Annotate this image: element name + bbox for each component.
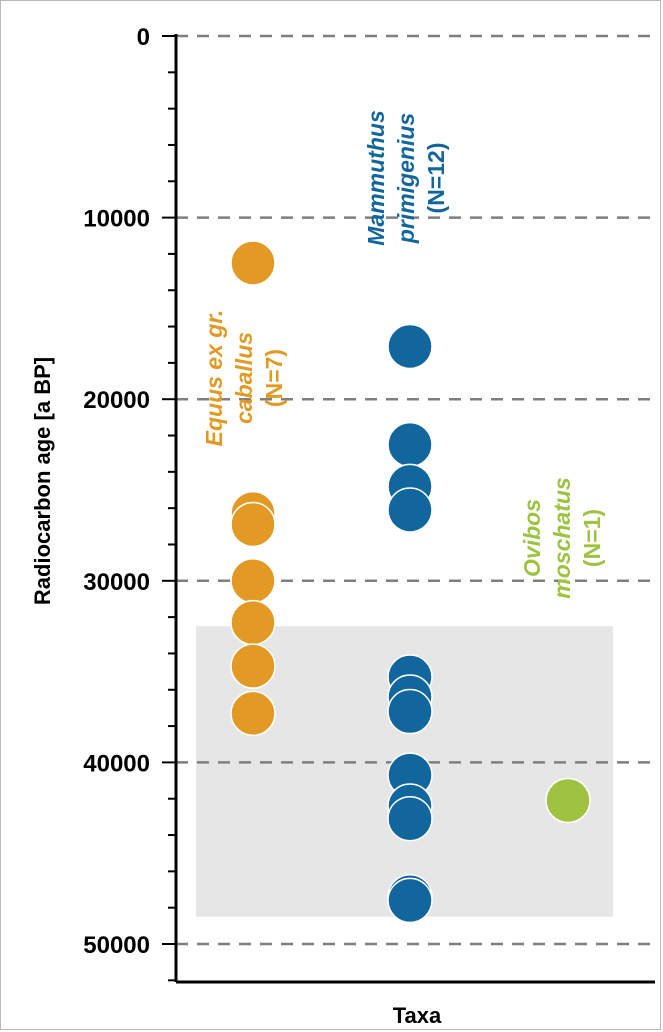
y-tick-label: 20000	[83, 387, 150, 414]
series-label-line: (N=1)	[579, 509, 605, 567]
series-label-line: primigenius	[393, 113, 419, 244]
series-label-line: (N=7)	[261, 349, 287, 407]
series-label-line: moschatus	[549, 477, 575, 598]
y-tick-label: 40000	[83, 750, 150, 777]
data-point	[388, 488, 432, 532]
series-label-group: Mammuthus primigenius (N=12)	[363, 110, 449, 245]
data-point	[388, 325, 432, 369]
data-point	[388, 797, 432, 841]
y-axis-ticks: 0 10000 20000 30000 40000 50000	[83, 24, 176, 980]
series-label-line: Equus ex gr.	[201, 310, 227, 447]
data-point	[231, 503, 275, 547]
series-label-line: Ovibos	[519, 499, 545, 577]
y-tick-label: 0	[137, 24, 150, 51]
y-tick-label: 10000	[83, 206, 150, 233]
series-label-line: Mammuthus	[363, 110, 389, 245]
data-point	[231, 691, 275, 735]
data-point	[231, 644, 275, 688]
y-tick-label: 50000	[83, 932, 150, 959]
series-label-line: caballus	[231, 332, 257, 424]
series-label-group: Ovibos moschatus (N=1)	[519, 477, 605, 598]
series-label-line: (N=12)	[423, 143, 449, 214]
y-tick-label: 30000	[83, 569, 150, 596]
data-point	[388, 878, 432, 922]
data-point	[546, 779, 590, 823]
data-point	[388, 690, 432, 734]
x-axis-title: Taxa	[393, 1003, 442, 1028]
y-axis-title: Radiocarbon age [a BP]	[30, 357, 55, 605]
data-point	[231, 241, 275, 285]
data-point	[231, 601, 275, 645]
data-point	[388, 423, 432, 467]
data-point	[231, 559, 275, 603]
series-label-group: Equus ex gr. caballus (N=7)	[201, 310, 287, 447]
